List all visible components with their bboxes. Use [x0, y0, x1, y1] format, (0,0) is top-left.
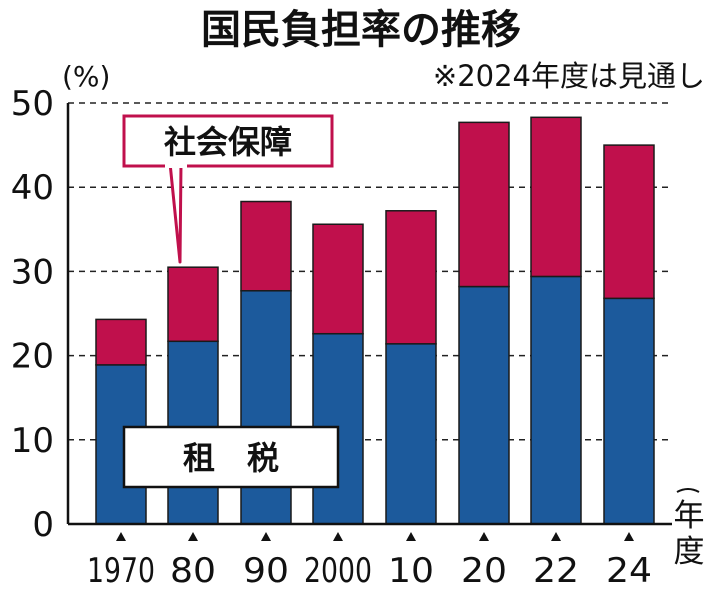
bar-social-security-24	[603, 144, 655, 300]
y-tick-label-1: 10	[11, 421, 54, 461]
y-tick-label-2: 20	[11, 337, 54, 377]
callout-box	[122, 114, 334, 168]
legend-tax-box: 租 税	[122, 425, 340, 489]
x-tick-label-22: 22	[533, 551, 579, 590]
bar-social-security-10	[385, 210, 437, 345]
x-tick-label-10: 10	[388, 551, 434, 590]
y-tick-label-3: 30	[11, 252, 54, 292]
x-unit-paren-open	[676, 488, 700, 493]
x-unit-char-1: 度	[674, 534, 705, 570]
chart-title: 国民負担率の推移	[201, 7, 521, 53]
x-tick-marker-24	[624, 532, 634, 541]
x-tick-label-1970: 1970	[87, 551, 155, 590]
x-tick-marker-90	[261, 532, 271, 541]
callout-social-security: 社会保障	[122, 114, 334, 264]
x-tick-label-80: 80	[170, 551, 216, 590]
bar-social-security-80	[167, 266, 219, 343]
bar-social-security-2000	[312, 223, 364, 335]
y-tick-label-4: 40	[11, 168, 54, 208]
y-tick-label-5: 50	[11, 84, 54, 124]
bar-tax-24	[603, 297, 655, 525]
bar-tax-20	[458, 285, 510, 525]
x-tick-marker-22	[551, 532, 561, 541]
tax-label-box	[122, 425, 340, 489]
tax-label: 租 税	[183, 439, 279, 477]
x-tick-label-20: 20	[461, 551, 507, 590]
x-tick-marker-2000	[333, 532, 343, 541]
x-unit-char-0: 年	[674, 498, 705, 534]
x-tick-label-90: 90	[243, 551, 289, 590]
bar-tax-90	[240, 290, 292, 525]
x-tick-marker-20	[479, 532, 489, 541]
y-tick-label-0: 0	[32, 505, 54, 545]
bar-social-security-1970	[95, 318, 147, 366]
x-tick-labels: 1970 80 90 2000 10 20 22 24	[87, 532, 652, 590]
bar-social-security-22	[530, 116, 582, 278]
axes	[66, 103, 672, 526]
y-axis-unit: (%)	[62, 60, 110, 93]
bar-tax-10	[385, 343, 437, 525]
y-tick-labels: 0 10 20 30 40 50	[11, 84, 54, 545]
x-tick-marker-10	[406, 532, 416, 541]
x-axis-unit: 年度	[674, 488, 705, 570]
x-tick-marker-80	[188, 532, 198, 541]
callout-pointer	[168, 161, 183, 264]
bar-tax-22	[530, 275, 582, 525]
x-tick-label-24: 24	[606, 551, 652, 590]
x-tick-marker-1970	[116, 532, 126, 541]
x-tick-label-2000: 2000	[304, 551, 372, 590]
callout-label: 社会保障	[164, 123, 292, 161]
bar-social-security-20	[458, 121, 510, 288]
chart-note: ※2024年度は見通し	[433, 59, 705, 93]
bar-social-security-90	[240, 200, 292, 292]
callout-joint	[165, 160, 187, 168]
